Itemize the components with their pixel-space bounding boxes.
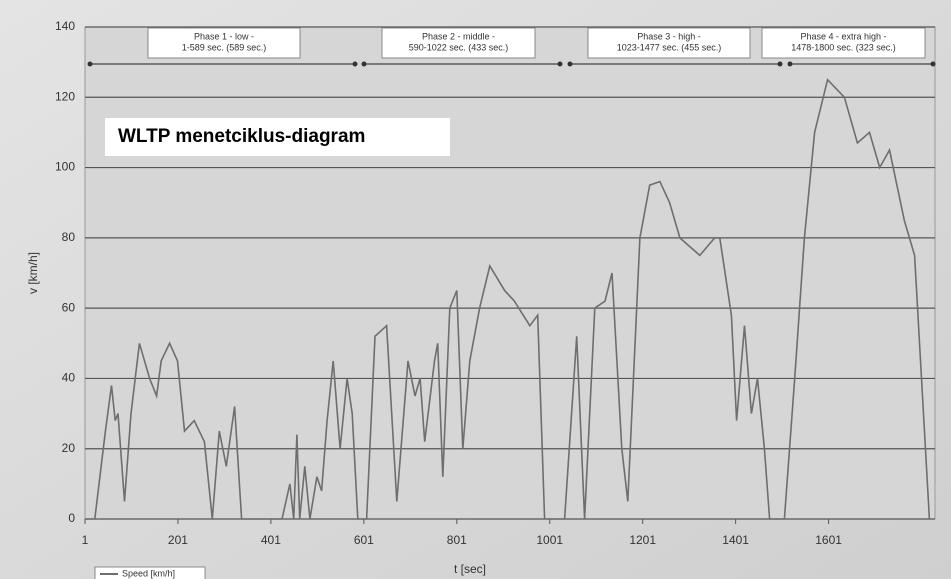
annotation-box <box>147 27 301 59</box>
plot-area <box>84 26 936 520</box>
annotation-box <box>587 27 751 59</box>
title-box <box>105 118 450 156</box>
phase-arrow-end <box>777 61 783 67</box>
phase-arrow-end <box>87 61 93 67</box>
annotation-text: 1023-1477 sec. (455 sec.) <box>617 42 722 52</box>
legend-label: Speed [km/h] <box>122 568 175 578</box>
x-tick-label: 1001 <box>536 533 563 547</box>
annotation-text: Phase 2 - middle - <box>422 31 495 41</box>
x-tick-label: 1 <box>82 533 89 547</box>
x-tick-label: 1201 <box>629 533 656 547</box>
annotation-box <box>761 27 926 59</box>
y-tick-label: 140 <box>55 19 75 33</box>
x-tick-label: 801 <box>447 533 467 547</box>
x-tick-label: 1601 <box>815 533 842 547</box>
annotation-text: Phase 4 - extra high - <box>800 31 886 41</box>
x-axis-label: t [sec] <box>454 562 486 576</box>
annotation-text: 590-1022 sec. (433 sec.) <box>409 42 509 52</box>
y-tick-label: 40 <box>62 371 76 385</box>
y-tick-label: 0 <box>68 511 75 525</box>
legend <box>94 566 206 579</box>
phase-arrow-end <box>567 61 573 67</box>
phase-arrow-end <box>930 61 936 67</box>
speed-line <box>85 78 931 520</box>
y-tick-label: 60 <box>62 300 76 314</box>
phase-arrow-end <box>557 61 563 67</box>
annotation-text: 1478-1800 sec. (323 sec.) <box>791 42 896 52</box>
x-tick-label: 601 <box>354 533 374 547</box>
y-tick-label: 120 <box>55 89 75 103</box>
annotation-text: 1-589 sec. (589 sec.) <box>182 42 267 52</box>
annotation-box <box>381 27 536 59</box>
phase-arrow-end <box>352 61 358 67</box>
chart-title: WLTP menetciklus-diagram <box>118 126 365 147</box>
x-tick-label: 401 <box>261 533 281 547</box>
y-tick-label: 20 <box>62 441 76 455</box>
annotation-text: Phase 1 - low - <box>194 31 254 41</box>
y-tick-label: 80 <box>62 230 76 244</box>
x-tick-label: 1401 <box>722 533 749 547</box>
phase-arrow-end <box>361 61 367 67</box>
y-tick-label: 100 <box>55 160 75 174</box>
x-tick-label: 201 <box>168 533 188 547</box>
phase-arrow-end <box>787 61 793 67</box>
y-axis-label: v [km/h] <box>26 252 40 294</box>
annotation-text: Phase 3 - high - <box>637 31 701 41</box>
